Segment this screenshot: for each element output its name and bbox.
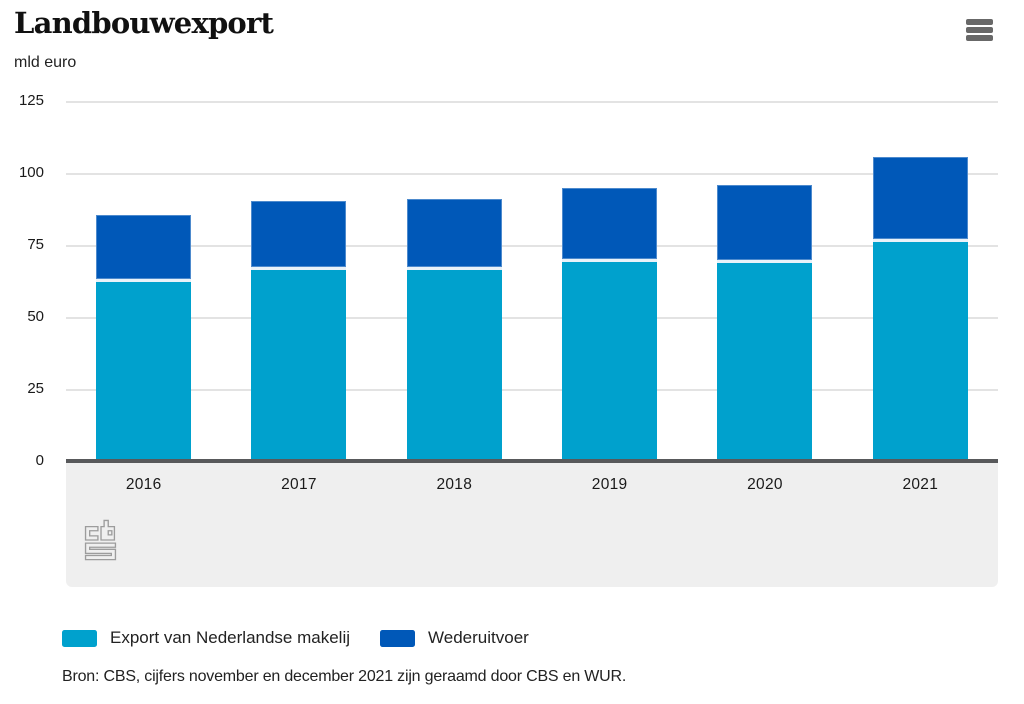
bar-group-2016 — [96, 214, 192, 459]
bar-segment-wederuitvoer-2017[interactable] — [251, 200, 347, 271]
bar-slot — [843, 101, 998, 459]
bar-segment-wederuitvoer-2019[interactable] — [562, 187, 658, 263]
x-axis-line — [66, 459, 998, 463]
bar-slot — [687, 101, 842, 459]
cbs-logo-c — [84, 525, 99, 541]
plot-area — [66, 101, 998, 459]
legend: Export van Nederlandse makelij Wederuitv… — [62, 628, 529, 648]
hamburger-menu-icon[interactable] — [966, 19, 993, 43]
bar-segment-wederuitvoer-2021[interactable] — [872, 157, 968, 242]
y-axis-tick-label: 25 — [27, 380, 44, 397]
x-axis-labels: 2016 2017 2018 2019 2020 2021 — [66, 463, 998, 494]
x-axis-band: 2016 2017 2018 2019 2020 2021 — [66, 463, 998, 587]
legend-swatch-makelij — [62, 629, 97, 647]
menu-bar — [966, 27, 993, 33]
bar-segment-makelij-2021[interactable] — [872, 241, 968, 459]
bars — [66, 101, 998, 459]
bar-slot — [532, 101, 687, 459]
bar-segment-makelij-2019[interactable] — [562, 262, 658, 459]
bar-group-2021 — [872, 157, 968, 459]
legend-item-makelij: Export van Nederlandse makelij — [62, 628, 350, 648]
bar-segment-wederuitvoer-2016[interactable] — [96, 214, 192, 283]
x-axis-label-2021: 2021 — [902, 476, 939, 493]
y-axis-tick-label: 50 — [27, 308, 44, 325]
bar-group-2018 — [406, 198, 502, 459]
gridline — [66, 317, 998, 319]
y-axis-tick-label: 75 — [27, 236, 44, 253]
x-axis-label-2017: 2017 — [281, 476, 317, 493]
cbs-logo-b — [100, 519, 116, 541]
x-axis-label-2018: 2018 — [436, 476, 473, 493]
gridline — [66, 245, 998, 247]
cbs-logo-b-hole — [107, 530, 113, 536]
bar-segment-wederuitvoer-2018[interactable] — [406, 198, 502, 271]
source-note: Bron: CBS, cijfers november en december … — [62, 668, 627, 685]
bar-segment-makelij-2016[interactable] — [96, 282, 192, 459]
bar-slot — [221, 101, 376, 459]
legend-swatch-wederuitvoer — [380, 629, 416, 647]
x-axis-label-2019: 2019 — [591, 476, 628, 493]
gridline — [66, 389, 998, 391]
menu-bar — [966, 35, 993, 41]
y-axis-tick-label: 125 — [18, 92, 44, 109]
legend-item-wederuitvoer: Wederuitvoer — [380, 628, 529, 648]
y-axis-unit-label: mld euro — [14, 54, 77, 71]
legend-label-wederuitvoer: Wederuitvoer — [428, 628, 529, 647]
bar-group-2020 — [717, 184, 813, 459]
gridline — [66, 101, 998, 103]
chart-title: Landbouwexport — [14, 6, 274, 40]
cbs-logo — [84, 519, 117, 561]
gridline — [66, 173, 998, 175]
bar-segment-wederuitvoer-2020[interactable] — [717, 184, 813, 263]
bar-segment-makelij-2018[interactable] — [406, 270, 502, 459]
y-axis-tick-label: 100 — [18, 164, 44, 181]
legend-label-makelij: Export van Nederlandse makelij — [110, 628, 351, 647]
bar-slot — [377, 101, 532, 459]
cbs-logo-s — [84, 542, 117, 561]
menu-bar — [966, 19, 993, 25]
bar-segment-makelij-2020[interactable] — [717, 262, 813, 459]
x-axis-label-2016: 2016 — [125, 476, 162, 493]
x-axis-label-2020: 2020 — [747, 476, 783, 493]
bar-segment-makelij-2017[interactable] — [251, 270, 347, 459]
bar-group-2019 — [562, 187, 658, 459]
y-axis-tick-label: 0 — [35, 452, 44, 469]
bar-group-2017 — [251, 200, 347, 459]
bar-slot — [66, 101, 221, 459]
